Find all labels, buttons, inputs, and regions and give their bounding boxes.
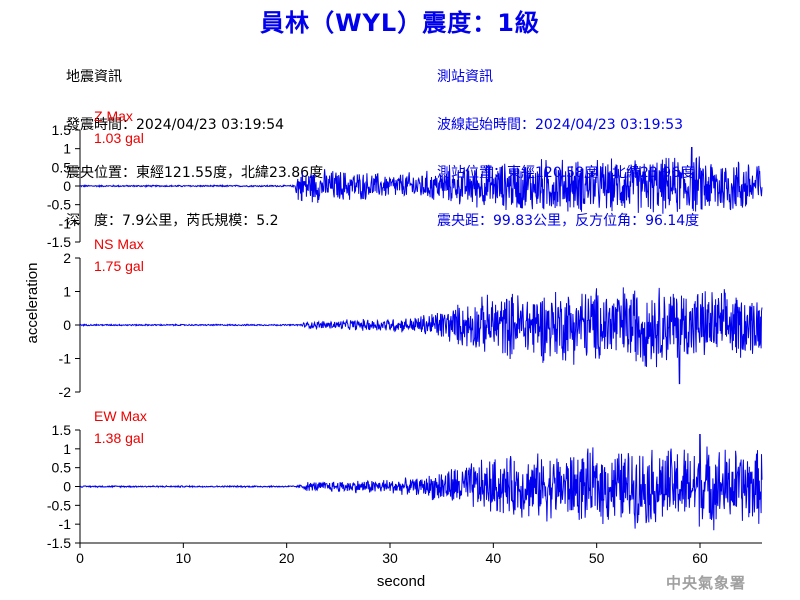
y-tick-label-ns: 1 <box>63 284 71 300</box>
agency-credit: 中央氣象署 <box>665 574 746 592</box>
x-tick-label: 10 <box>176 550 192 566</box>
max-label-z: 1.03 gal <box>94 130 144 146</box>
x-tick-label: 60 <box>692 550 708 566</box>
y-tick-label-z: 1.5 <box>52 122 72 138</box>
depth-magnitude: 深 度：7.9公里，芮氏規模：5.2 <box>66 213 279 229</box>
distance-azimuth: 震央距：99.83公里，反方位角：96.14度 <box>437 213 700 229</box>
y-tick-label-ew: 1.5 <box>52 422 72 438</box>
x-tick-label: 30 <box>382 550 398 566</box>
chart-title: 員林（WYL）震度：1級 <box>260 9 540 37</box>
y-tick-label-ns: 2 <box>63 250 71 266</box>
y-tick-label-ns: 0 <box>63 317 71 333</box>
y-tick-label-ns: -2 <box>59 384 72 400</box>
waveform-ns <box>79 287 763 385</box>
panel-label-ns: NS Max <box>94 236 144 252</box>
max-label-ew: 1.38 gal <box>94 430 144 446</box>
panel-label-z: Z Max <box>94 108 133 124</box>
panel-label-ew: EW Max <box>94 408 147 424</box>
y-tick-label-ew: -0.5 <box>47 497 71 513</box>
origin-time: 發震時間：2024/04/23 03:19:54 <box>66 117 285 133</box>
y-axis-label: acceleration <box>24 263 41 344</box>
y-tick-label-z: 1 <box>63 141 71 157</box>
y-tick-label-z: -0.5 <box>47 197 71 213</box>
earthquake-info-heading: 地震資訊 <box>66 69 122 85</box>
x-axis-label: second <box>377 573 425 590</box>
y-tick-label-ns: -1 <box>59 351 72 367</box>
x-tick-label: 40 <box>486 550 502 566</box>
y-tick-label-ew: -1 <box>59 516 72 532</box>
y-tick-label-ew: 0.5 <box>52 460 72 476</box>
station-info-heading: 測站資訊 <box>437 69 493 85</box>
y-tick-label-ew: 0 <box>63 479 71 495</box>
y-tick-label-ew: -1.5 <box>47 535 71 551</box>
max-label-ns: 1.75 gal <box>94 258 144 274</box>
waveform-start-time: 波線起始時間：2024/04/23 03:19:53 <box>437 117 684 133</box>
x-tick-label: 20 <box>279 550 295 566</box>
epicenter-location: 震央位置：東經121.55度，北緯23.86度 <box>66 165 324 181</box>
y-tick-label-z: 0.5 <box>52 159 72 175</box>
y-tick-label-ew: 1 <box>63 441 71 457</box>
y-tick-label-z: -1.5 <box>47 234 71 250</box>
y-tick-label-z: 0 <box>63 178 71 194</box>
earthquake-info: 地震資訊 發震時間：2024/04/23 03:19:54 震央位置：東經121… <box>66 37 323 245</box>
x-tick-label: 50 <box>589 550 605 566</box>
x-tick-label: 0 <box>76 550 84 566</box>
y-tick-label-z: -1 <box>59 215 72 231</box>
waveform-ew <box>79 434 763 531</box>
waveform-z <box>80 147 763 214</box>
